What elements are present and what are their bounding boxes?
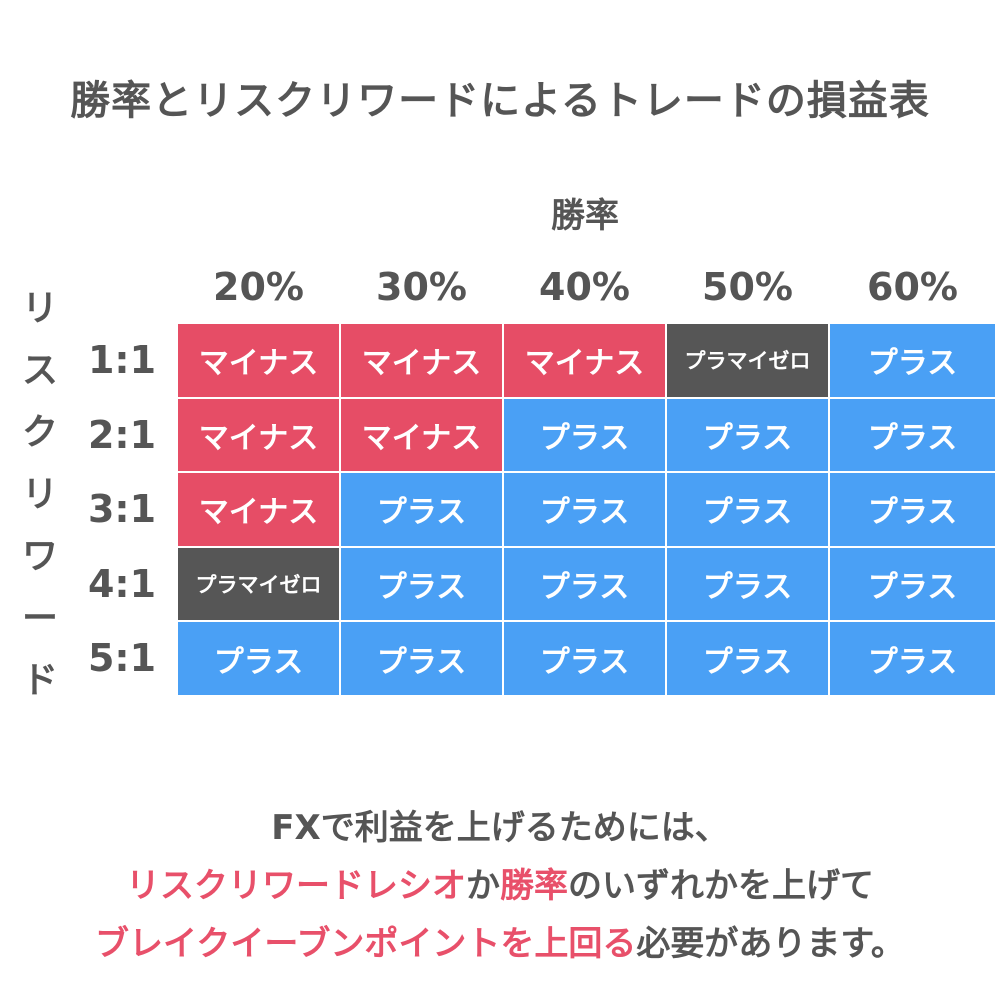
row-axis-label-char: ド — [21, 660, 58, 701]
row-axis-label-char: ス — [21, 350, 58, 391]
table-cell: マイナス — [177, 397, 340, 473]
table-cell: プラス — [829, 546, 996, 622]
row-axis-label-char: リ — [21, 288, 58, 329]
table-cell: マイナス — [177, 472, 340, 547]
row-header: 1:1 — [87, 338, 157, 382]
table-cell: プラス — [503, 621, 666, 696]
page-title: 勝率とリスクリワードによるトレードの損益表 — [70, 78, 930, 124]
row-axis-label-char: ク — [21, 412, 58, 453]
footer-text: のいずれかを上げて — [568, 866, 874, 906]
table-cell: マイナス — [177, 323, 340, 398]
table-cell: プラス — [666, 621, 829, 696]
table-cell: マイナス — [340, 397, 503, 473]
table-cell: マイナス — [340, 323, 503, 398]
row-header: 2:1 — [87, 412, 157, 457]
table-cell: プラス — [340, 472, 503, 547]
table-cell: プラス — [829, 397, 996, 473]
row-axis-label: リスクリワード — [18, 278, 62, 712]
column-header: 40% — [539, 265, 630, 309]
highlighted-text: 勝率 — [500, 866, 568, 906]
table-cell: プラス — [829, 621, 996, 696]
table-cell: プラス — [340, 546, 503, 622]
row-header: 4:1 — [87, 561, 157, 606]
table-cell: プラス — [666, 397, 829, 473]
column-axis-label: 勝率 — [551, 196, 619, 236]
footer-line-3: ブレイクイーブンポイントを上回る必要があります。 — [0, 916, 1000, 965]
table-cell: プラマイゼロ — [666, 323, 829, 398]
row-axis-label-char: リ — [21, 474, 58, 515]
footer-text: か — [466, 866, 500, 906]
table-cell: マイナス — [503, 323, 666, 398]
row-axis-label-char: ー — [21, 598, 58, 639]
column-header: 20% — [213, 265, 304, 309]
table-cell: プラス — [829, 472, 996, 547]
footer-line-1: FXで利益を上げるためには、 — [271, 808, 729, 848]
table-cell: プラス — [503, 472, 666, 547]
footer-line-2: リスクリワードレシオか勝率のいずれかを上げて — [0, 858, 1000, 907]
table-cell: プラス — [666, 546, 829, 622]
table-cell: プラス — [503, 546, 666, 622]
column-header: 50% — [702, 265, 793, 309]
highlighted-text: リスクリワードレシオ — [126, 866, 466, 906]
footer-text: 必要があります。 — [636, 924, 905, 964]
table-cell: プラス — [177, 621, 340, 696]
table-cell: プラス — [829, 323, 996, 398]
table-cell: プラス — [340, 621, 503, 696]
table-cell: プラマイゼロ — [177, 546, 340, 622]
table-cell: プラス — [503, 397, 666, 473]
column-header: 30% — [376, 265, 467, 309]
table-cell: プラス — [666, 472, 829, 547]
column-header: 60% — [867, 265, 958, 309]
row-axis-label-char: ワ — [21, 536, 58, 577]
highlighted-text: ブレイクイーブンポイントを上回る — [95, 924, 637, 964]
row-header: 3:1 — [87, 487, 157, 532]
row-header: 5:1 — [87, 636, 157, 681]
